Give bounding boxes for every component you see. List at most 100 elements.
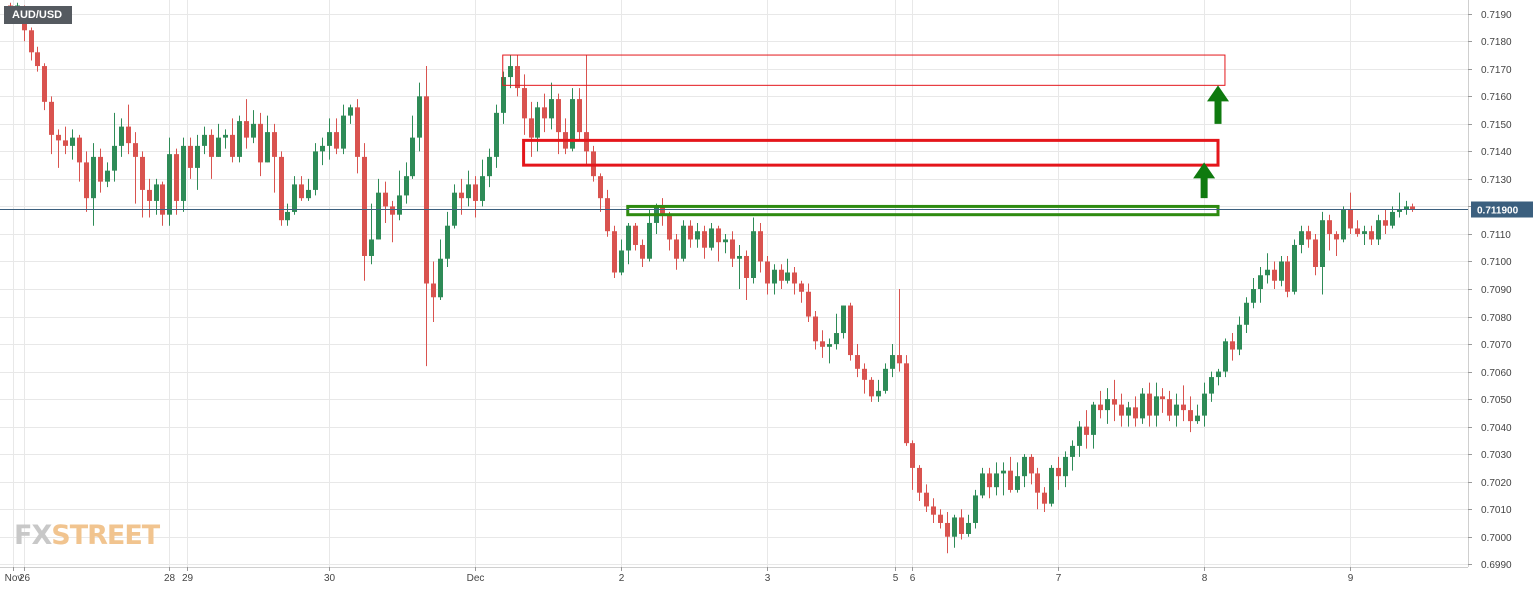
candle-down (140, 156, 145, 190)
candle-down (1160, 396, 1165, 400)
candle-down (1334, 233, 1339, 240)
candle-up (1174, 404, 1179, 416)
candle-down (272, 132, 277, 157)
candle-up (1063, 456, 1068, 477)
candle-up (265, 132, 270, 163)
candle-up (709, 228, 714, 248)
candle-up (167, 154, 172, 215)
candle-up (1077, 426, 1082, 446)
candle-down (1355, 228, 1360, 234)
candle-down (515, 66, 520, 89)
candle-down (1348, 209, 1353, 229)
candle-down (542, 107, 547, 119)
candle-down (244, 121, 249, 138)
price-tick-label: 0.7000 (1481, 533, 1512, 544)
candle-down (49, 101, 54, 135)
candle-down (779, 269, 784, 281)
candle-up (1299, 231, 1304, 245)
candle-up (1140, 393, 1145, 419)
candle-up (1251, 289, 1256, 303)
candle-down (424, 96, 429, 284)
candle-up (723, 239, 728, 243)
candle-up (306, 189, 311, 199)
candle-down (147, 189, 152, 201)
candle-down (910, 443, 915, 468)
candle-up (834, 333, 839, 345)
red-zone-rectangle (502, 54, 1226, 86)
price-tick-label: 0.7160 (1481, 92, 1512, 103)
candle-up (994, 473, 999, 488)
candle-down (758, 231, 763, 262)
candle-up (216, 137, 221, 157)
candle-down (855, 355, 860, 369)
candle-down (605, 198, 610, 232)
candle-up (327, 132, 332, 146)
candle-up (952, 517, 957, 537)
price-tick-label: 0.7170 (1481, 65, 1512, 76)
candle-down (56, 134, 61, 141)
candle-down (29, 30, 34, 53)
candle-down (84, 162, 89, 199)
price-axis-background (1468, 0, 1536, 589)
candle-down (1181, 404, 1186, 411)
time-tick-label: 9 (1348, 573, 1354, 584)
candle-up (1258, 275, 1263, 290)
candle-down (522, 88, 527, 119)
candle-down (931, 506, 936, 515)
candle-down (1306, 231, 1311, 240)
candle-down (383, 192, 388, 207)
candle-down (660, 206, 665, 215)
candle-down (431, 283, 436, 298)
candle-down (1133, 407, 1138, 419)
price-tick-label: 0.7180 (1481, 37, 1512, 48)
candle-down (848, 305, 853, 356)
price-tick-label: 0.7040 (1481, 423, 1512, 434)
candle-down (1383, 220, 1388, 226)
candle-up (973, 495, 978, 523)
candle-up (285, 211, 290, 221)
candle-up (313, 151, 318, 190)
candle-up (1126, 407, 1131, 416)
candle-up (626, 225, 631, 251)
candle-down (133, 143, 138, 157)
candle-down (612, 231, 617, 273)
time-tick-label: 26 (19, 573, 31, 584)
candle-up (1244, 302, 1249, 325)
time-tick-label: 29 (182, 573, 194, 584)
candle-down (1147, 393, 1152, 416)
candle-up (883, 368, 888, 391)
candle-up (348, 107, 353, 116)
candle-up (1376, 220, 1381, 240)
grid-lines (0, 0, 1468, 567)
candle-up (466, 184, 471, 199)
price-tick-label: 0.7010 (1481, 505, 1512, 516)
candle-down (1410, 206, 1415, 210)
candle-down (77, 137, 82, 163)
candle-up (535, 107, 540, 138)
candle-up (119, 126, 124, 146)
price-tick-label: 0.7030 (1481, 450, 1512, 461)
candle-up (1279, 261, 1284, 281)
candle-down (730, 239, 735, 259)
candle-up (549, 99, 554, 119)
candle-up (1397, 209, 1402, 212)
candle-down (1112, 399, 1117, 405)
price-axis[interactable]: 0.7190 0.7180 0.7170 0.7160 0.7150 0.7140 0.71… (1468, 0, 1536, 589)
up-arrow-icon (1207, 85, 1230, 124)
price-tick-label: 0.7140 (1481, 147, 1512, 158)
candle-down (334, 132, 339, 149)
time-tick-label: 6 (910, 573, 916, 584)
candle-down (35, 52, 40, 67)
candle-down (1098, 404, 1103, 411)
candle-down (459, 192, 464, 199)
candle-down (959, 517, 964, 534)
time-tick-label: 7 (1056, 573, 1062, 584)
candle-up (695, 231, 700, 240)
candle-up (181, 145, 186, 201)
candle-down (667, 214, 672, 240)
candle-down (209, 134, 214, 157)
green-zone-rectangle (626, 204, 1220, 217)
price-tick-label: 0.6990 (1481, 560, 1512, 571)
